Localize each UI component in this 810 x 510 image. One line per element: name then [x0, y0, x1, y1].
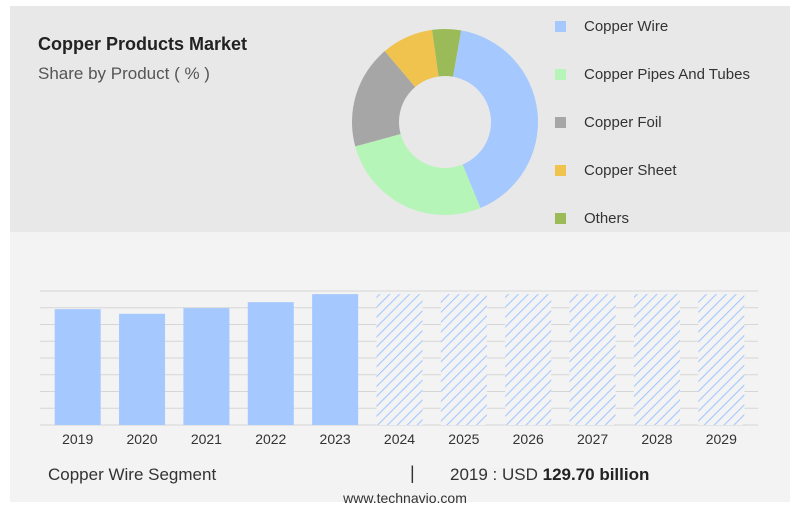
chart-subtitle: Share by Product ( % ) [38, 64, 210, 83]
x-tick-label: 2022 [255, 431, 286, 447]
x-tick-label: 2026 [513, 431, 544, 447]
x-tick-label: 2021 [191, 431, 222, 447]
legend-swatch [555, 164, 566, 176]
legend-item: Copper Foil [555, 110, 662, 134]
forecast-bar [633, 294, 680, 425]
bar [312, 294, 359, 425]
year-currency: 2019 : USD [450, 465, 543, 484]
x-tick-label: 2027 [577, 431, 608, 447]
bar [183, 308, 230, 425]
legend-item: Copper Pipes And Tubes [555, 62, 750, 86]
footer-separator: | [410, 463, 415, 483]
legend-label: Others [584, 209, 630, 227]
forecast-bar [505, 294, 552, 425]
value-amount: 129.70 billion [542, 465, 650, 484]
legend-item: Copper Wire [555, 14, 668, 38]
chart-title: Copper Products Market [38, 34, 248, 54]
legend-item: Copper Sheet [555, 158, 677, 182]
forecast-bar [376, 294, 423, 425]
forecast-bar [698, 294, 745, 425]
segment-label: Copper Wire Segment [48, 465, 217, 484]
x-tick-label: 2028 [641, 431, 672, 447]
legend-item: Others [555, 206, 629, 230]
forecast-bar [440, 294, 487, 425]
x-tick-label: 2020 [126, 431, 157, 447]
legend-label: Copper Wire [584, 17, 669, 35]
x-tick-label: 2024 [384, 431, 415, 447]
x-tick-label: 2029 [706, 431, 737, 447]
bar [54, 309, 101, 425]
bar [119, 313, 166, 425]
legend-swatch [555, 68, 566, 80]
x-tick-label: 2023 [320, 431, 351, 447]
legend-label: Copper Foil [584, 113, 662, 131]
donut-slice-0 [452, 30, 538, 208]
donut-slice-1 [355, 134, 481, 216]
donut-chart [352, 29, 538, 216]
donut-slice-2 [352, 51, 416, 147]
legend-swatch [555, 20, 566, 32]
donut-slice-3 [384, 29, 439, 87]
forecast-bar [569, 294, 616, 425]
segment-value: 2019 : USD 129.70 billion [450, 465, 649, 485]
legend-label: Copper Sheet [584, 161, 677, 179]
bar [247, 302, 294, 425]
x-tick-label: 2025 [448, 431, 479, 447]
legend-swatch [555, 116, 566, 128]
x-tick-label: 2019 [62, 431, 93, 447]
website-url: www.technavio.com [343, 490, 467, 506]
donut-slice-4 [432, 29, 462, 77]
legend-label: Copper Pipes And Tubes [584, 65, 750, 83]
legend-swatch [555, 212, 566, 224]
